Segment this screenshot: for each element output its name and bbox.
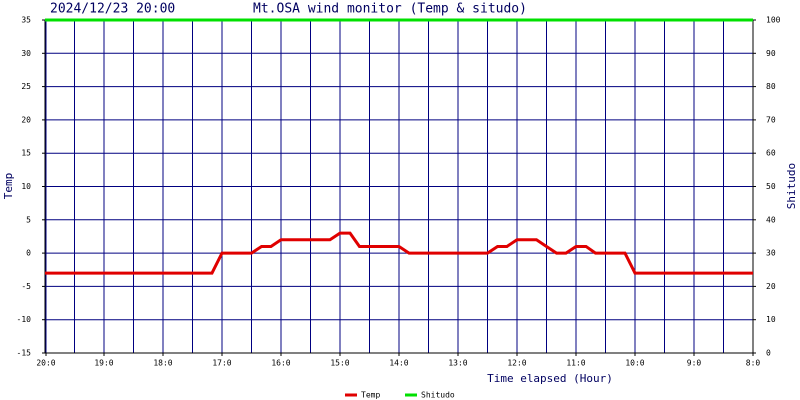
y2-tick-label: 0 bbox=[766, 349, 771, 358]
x-tick-label: 18:0 bbox=[153, 359, 172, 368]
x-tick-label: 20:0 bbox=[36, 359, 55, 368]
y2-tick-label: 70 bbox=[766, 115, 776, 124]
chart-title: Mt.OSA wind monitor (Temp & situdo) bbox=[253, 2, 527, 17]
y2-tick-label: 30 bbox=[766, 249, 776, 258]
x-axis-label: Time elapsed (Hour) bbox=[487, 372, 613, 385]
x-tick-label: 8:0 bbox=[746, 359, 761, 368]
x-tick-label: 16:0 bbox=[271, 359, 290, 368]
y-tick-label: 5 bbox=[26, 215, 31, 224]
y-tick-label: 0 bbox=[26, 249, 31, 258]
x-tick-label: 11:0 bbox=[566, 359, 585, 368]
y-tick-label: 25 bbox=[21, 82, 31, 91]
y-tick-label: -10 bbox=[17, 315, 32, 324]
y2-tick-label: 90 bbox=[766, 49, 776, 58]
x-tick-label: 10:0 bbox=[625, 359, 644, 368]
y-tick-label: 15 bbox=[21, 149, 31, 158]
y2-tick-label: 40 bbox=[766, 215, 776, 224]
y-tick-label: 10 bbox=[21, 182, 31, 191]
legend-label: Temp bbox=[361, 391, 380, 400]
y-tick-label: 35 bbox=[21, 16, 31, 25]
y2-tick-label: 100 bbox=[766, 16, 781, 25]
y-axis-label: Temp bbox=[2, 173, 15, 200]
x-tick-label: 19:0 bbox=[94, 359, 113, 368]
y2-tick-label: 60 bbox=[766, 149, 776, 158]
y-tick-label: 20 bbox=[21, 115, 31, 124]
series-line bbox=[45, 231, 753, 275]
x-tick-label: 14:0 bbox=[389, 359, 408, 368]
legend-label: Shitudo bbox=[421, 391, 455, 400]
x-tick-label: 15:0 bbox=[330, 359, 349, 368]
x-tick-label: 9:0 bbox=[687, 359, 702, 368]
y-tick-label: -15 bbox=[17, 349, 32, 358]
y-tick-label: 30 bbox=[21, 49, 31, 58]
x-tick-label: 13:0 bbox=[448, 359, 467, 368]
y2-tick-label: 10 bbox=[766, 315, 776, 324]
y2-axis-label: Shitudo bbox=[785, 163, 798, 209]
x-tick-label: 12:0 bbox=[507, 359, 526, 368]
y2-tick-label: 20 bbox=[766, 282, 776, 291]
x-tick-label: 17:0 bbox=[212, 359, 231, 368]
y2-tick-label: 80 bbox=[766, 82, 776, 91]
y-tick-label: -5 bbox=[21, 282, 31, 291]
chart-subtitle: 2024/12/23 20:00 bbox=[50, 2, 175, 17]
y2-tick-label: 50 bbox=[766, 182, 776, 191]
